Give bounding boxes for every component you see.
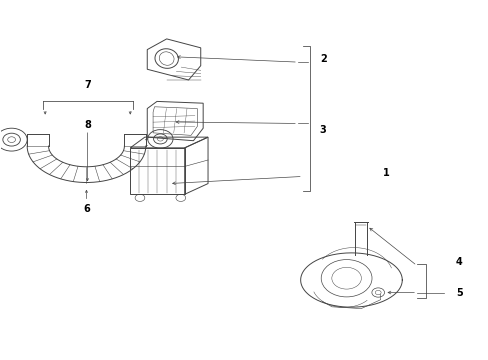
- Text: 5: 5: [455, 288, 462, 297]
- Text: 3: 3: [319, 125, 326, 135]
- Text: 2: 2: [319, 54, 326, 64]
- Text: 6: 6: [83, 204, 90, 214]
- Text: 1: 1: [382, 168, 389, 178]
- Text: 4: 4: [455, 257, 462, 267]
- Text: 7: 7: [84, 80, 91, 90]
- Text: 8: 8: [84, 120, 91, 130]
